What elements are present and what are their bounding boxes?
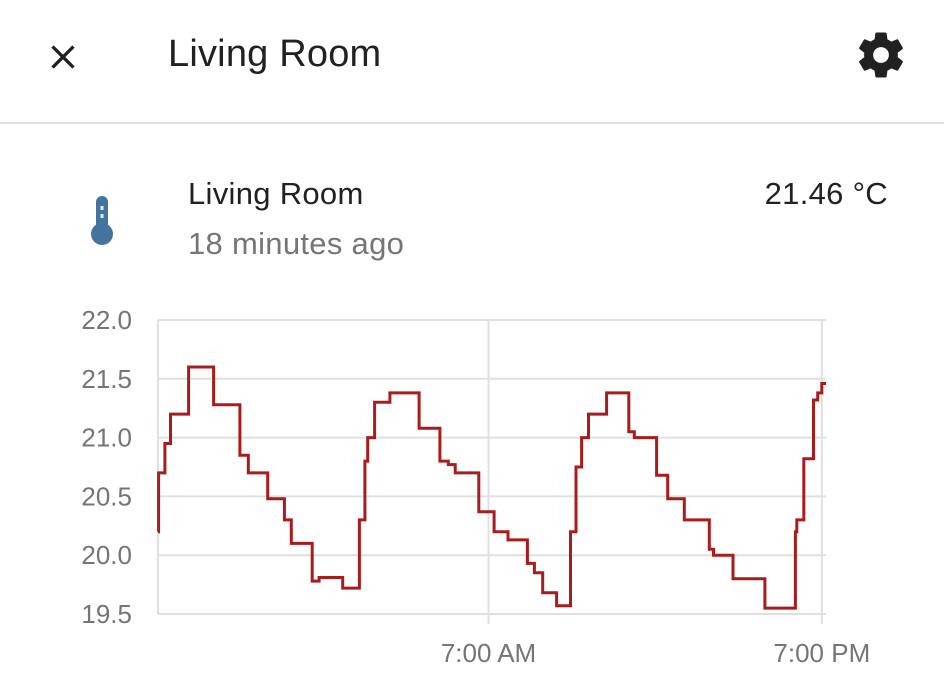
close-icon [51, 45, 75, 69]
entity-last-changed: 18 minutes ago [188, 226, 405, 261]
dialog-title: Living Room [168, 33, 382, 75]
y-tick-label: 21.5 [81, 364, 132, 394]
y-tick-label: 19.5 [81, 599, 132, 629]
x-tick-label: 7:00 PM [773, 638, 870, 668]
y-tick-label: 20.0 [81, 540, 132, 570]
gear-icon [859, 32, 903, 78]
y-tick-label: 22.0 [81, 305, 132, 335]
close-button[interactable] [32, 26, 94, 88]
entity-state: 21.46 °C [764, 176, 888, 211]
x-tick-label: 7:00 AM [441, 638, 536, 668]
history-chart[interactable]: 22.0 21.5 21.0 20.5 20.0 19.5 7:00 AM 7:00 PM [0, 290, 944, 690]
entity-name[interactable]: Living Room [188, 176, 364, 211]
y-tick-label: 20.5 [81, 481, 132, 511]
y-tick-label: 21.0 [81, 423, 132, 453]
dialog-header: Living Room [0, 0, 944, 124]
thermometer-icon [80, 192, 124, 248]
settings-button[interactable] [850, 24, 912, 86]
series-line-0 [157, 365, 826, 610]
